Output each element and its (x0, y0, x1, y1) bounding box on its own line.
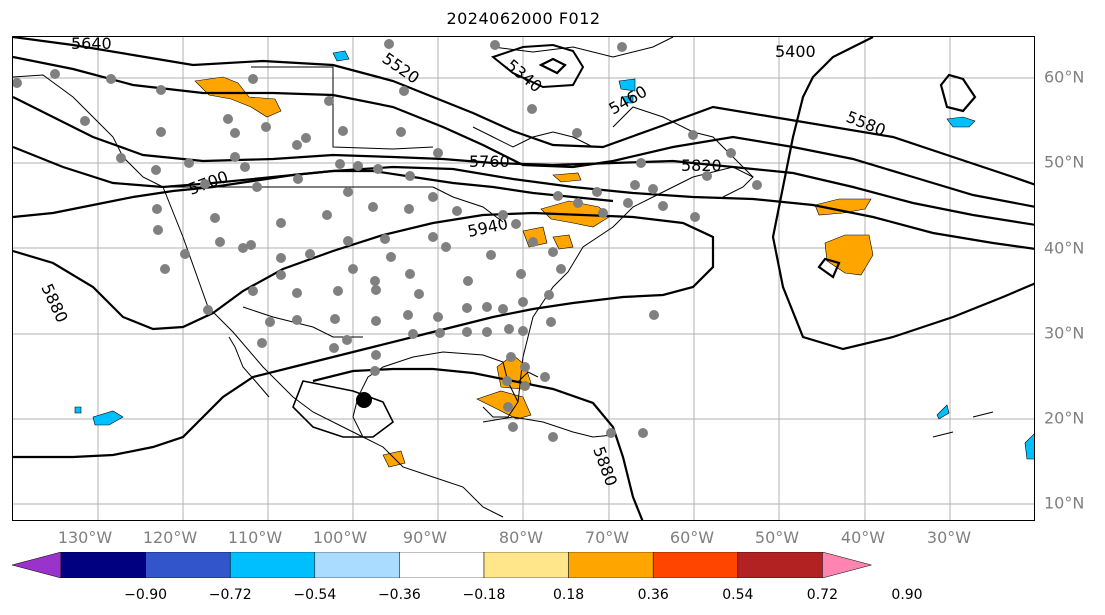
lat-label: 50°N (1044, 152, 1085, 172)
lat-label: 60°N (1044, 67, 1085, 87)
colorbar-extend-low (12, 552, 62, 578)
lon-label: 70°W (584, 528, 630, 547)
colorbar (12, 552, 873, 578)
lon-label: 120°W (142, 528, 198, 547)
colorbar-cell (229, 552, 316, 578)
colorbar-tick-label: −0.72 (208, 587, 252, 603)
colorbar-tick-label: −0.36 (377, 587, 421, 603)
station-markers (13, 39, 762, 442)
lat-label: 40°N (1044, 238, 1085, 258)
lat-label: 30°N (1044, 323, 1085, 343)
contour-label: 5640 (71, 37, 112, 53)
contour-label: 5400 (775, 42, 816, 61)
lon-label: 30°W (926, 528, 972, 547)
map-panel: 5640 5520 5400 5580 5460 5340 5760 5820 … (12, 36, 1035, 521)
colorbar-tick-label: 0.72 (806, 587, 838, 603)
map-canvas: 5640 5520 5400 5580 5460 5340 5760 5820 … (13, 37, 1034, 520)
height-contours (13, 37, 1034, 520)
colorbar-cell (652, 552, 739, 578)
lon-label: 100°W (312, 528, 368, 547)
colorbar-cell (399, 552, 485, 578)
colorbar-cell (60, 552, 146, 578)
colorbar-tick-label: −0.18 (462, 587, 506, 603)
colorbar-cell (568, 552, 654, 578)
contour-labels: 5640 5520 5400 5580 5460 5340 5760 5820 … (37, 37, 888, 489)
contour-label: 5880 (37, 281, 71, 326)
lon-label: 110°W (227, 528, 283, 547)
colorbar-cell (145, 552, 231, 578)
colorbar-tick-label: −0.54 (293, 587, 337, 603)
graticule (13, 37, 1034, 520)
lon-label: 40°W (840, 528, 886, 547)
colorbar-cell (483, 552, 569, 578)
lon-label: 80°W (498, 528, 544, 547)
lat-label: 20°N (1044, 408, 1085, 428)
colorbar-tick-label: −0.90 (124, 587, 168, 603)
anomaly-shading (74, 50, 1034, 468)
colorbar-tick-label: 0.54 (722, 587, 754, 603)
map-title: 2024062000 F012 (446, 9, 601, 28)
colorbar-cell (314, 552, 400, 578)
contour-label: 5340 (502, 56, 545, 97)
lon-label: 130°W (57, 528, 113, 547)
contour-label: 5580 (844, 107, 889, 140)
contour-label: 5520 (379, 49, 423, 88)
station-marker-highlight (356, 392, 372, 408)
lon-label: 50°W (754, 528, 800, 547)
contour-label: 5760 (469, 152, 510, 171)
colorbar-cell (737, 552, 823, 578)
colorbar-tick-label: 0.90 (891, 587, 923, 603)
colorbar-tick-label: 0.36 (637, 587, 669, 603)
colorbar-extend-high (822, 552, 873, 578)
lon-label: 60°W (669, 528, 715, 547)
lat-label: 10°N (1044, 493, 1085, 513)
lon-label: 90°W (402, 528, 448, 547)
contour-label: 5880 (589, 444, 621, 489)
colorbar-tick-label: 0.18 (553, 587, 585, 603)
contour-label: 5820 (681, 156, 722, 175)
